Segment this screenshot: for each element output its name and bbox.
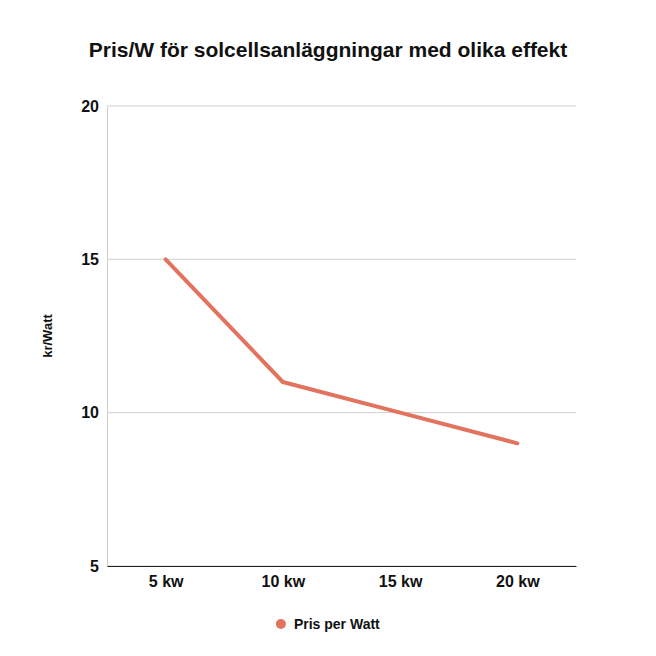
x-tick-label: 15 kw (379, 573, 423, 590)
grid-line (107, 106, 576, 107)
y-tick: 10 (81, 404, 107, 421)
y-tick-label: 5 (90, 558, 99, 575)
y-tick: 5 (90, 558, 107, 575)
plot-area (166, 259, 518, 443)
y-axis: 5 10 15 20 (81, 98, 107, 575)
x-tick: 10 kw (262, 566, 306, 590)
x-tick: 15 kw (379, 566, 423, 590)
series-line (166, 259, 518, 443)
x-axis: 5 kw 10 kw 15 kw 20 kw (108, 566, 577, 590)
y-tick: 15 (81, 251, 107, 268)
x-axis-line (108, 566, 577, 567)
grid (107, 106, 576, 566)
x-tick: 20 kw (496, 566, 540, 590)
x-tick-label: 20 kw (496, 573, 540, 590)
y-tick-label: 15 (81, 251, 99, 268)
grid-line (107, 566, 576, 567)
legend-swatch (276, 619, 286, 629)
y-tick: 20 (81, 98, 107, 115)
x-tick: 5 kw (149, 566, 184, 590)
chart: Pris/W för solcellsanläggningar med olik… (0, 0, 656, 656)
x-tick-label: 5 kw (149, 573, 184, 590)
grid-line (107, 259, 576, 260)
title: Pris/W för solcellsanläggningar med olik… (89, 38, 567, 61)
legend-label: Pris per Watt (294, 616, 380, 632)
y-axis-line (107, 107, 108, 567)
y-tick-label: 10 (81, 404, 99, 421)
y-tick-label: 20 (81, 98, 99, 115)
grid-line (107, 412, 576, 413)
x-tick-label: 10 kw (262, 573, 306, 590)
y-axis-title: kr/Watt (40, 314, 55, 358)
legend-item: Pris per Watt (276, 616, 380, 632)
legend: Pris per Watt (276, 616, 380, 632)
